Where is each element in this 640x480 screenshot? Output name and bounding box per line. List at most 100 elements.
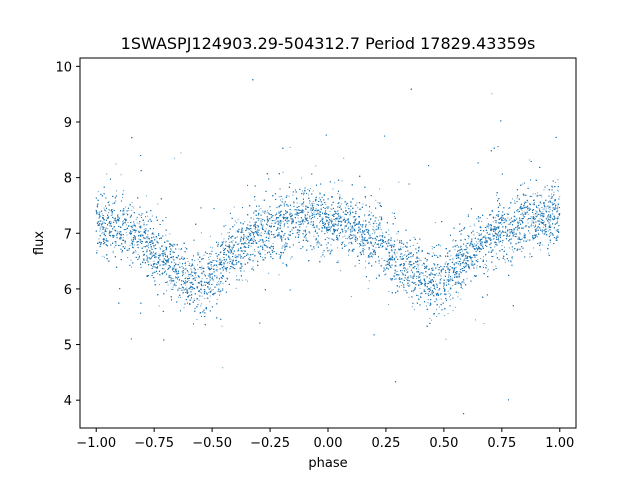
data-point xyxy=(195,274,196,276)
data-point xyxy=(543,208,545,210)
data-point xyxy=(178,248,180,250)
data-point xyxy=(133,241,135,243)
data-point xyxy=(523,201,525,203)
data-point xyxy=(529,159,531,161)
data-point xyxy=(373,250,375,252)
data-point xyxy=(514,216,516,218)
data-point xyxy=(247,243,249,245)
data-point xyxy=(133,207,135,209)
data-point xyxy=(485,239,487,241)
data-point xyxy=(472,261,474,263)
data-point xyxy=(203,254,205,256)
data-point xyxy=(262,226,264,228)
data-point xyxy=(475,319,476,321)
data-point xyxy=(147,243,149,245)
data-point xyxy=(341,216,343,218)
data-point xyxy=(194,271,196,273)
data-point xyxy=(167,284,169,286)
data-point xyxy=(436,273,438,275)
data-point xyxy=(368,280,370,282)
data-point xyxy=(440,298,442,300)
data-point xyxy=(486,218,488,220)
data-point xyxy=(96,212,98,214)
data-point xyxy=(218,280,220,282)
data-point xyxy=(286,204,288,206)
data-point xyxy=(420,280,422,282)
data-point xyxy=(162,273,164,275)
scatter-points xyxy=(95,79,561,415)
data-point xyxy=(533,199,535,201)
data-point xyxy=(216,298,218,300)
data-point xyxy=(550,197,552,199)
data-point xyxy=(444,270,446,272)
data-point xyxy=(112,250,114,252)
data-point xyxy=(137,216,139,218)
data-point xyxy=(416,264,418,266)
data-point xyxy=(269,214,271,216)
data-point xyxy=(179,296,181,298)
data-point xyxy=(470,259,472,261)
data-point xyxy=(137,244,139,246)
data-point xyxy=(264,240,266,242)
data-point xyxy=(320,256,322,258)
data-point xyxy=(318,222,320,224)
data-point xyxy=(272,243,274,245)
data-point xyxy=(315,237,317,239)
data-point xyxy=(112,252,114,254)
data-point xyxy=(134,231,136,233)
data-point xyxy=(209,235,211,237)
data-point xyxy=(290,258,292,260)
data-point xyxy=(228,241,230,243)
data-point xyxy=(538,220,540,222)
data-point xyxy=(310,208,312,210)
data-point xyxy=(414,282,416,283)
data-point xyxy=(430,319,432,321)
data-point xyxy=(552,213,554,215)
data-point xyxy=(484,236,486,238)
data-point xyxy=(537,219,539,221)
data-point xyxy=(371,233,373,235)
data-point xyxy=(171,278,173,280)
data-point xyxy=(331,214,333,216)
data-point xyxy=(488,227,490,229)
data-point xyxy=(245,240,247,242)
data-point xyxy=(108,232,110,234)
data-point xyxy=(166,290,167,292)
data-point xyxy=(209,300,211,302)
data-point xyxy=(113,219,115,221)
data-point xyxy=(231,242,233,244)
data-point xyxy=(202,270,204,272)
data-point xyxy=(103,221,105,223)
data-point xyxy=(557,217,559,219)
data-point xyxy=(525,213,527,215)
data-point xyxy=(221,241,223,243)
data-point xyxy=(243,242,245,244)
data-point xyxy=(236,222,238,224)
data-point xyxy=(122,221,124,223)
data-point xyxy=(181,286,183,288)
data-point xyxy=(200,268,202,270)
data-point xyxy=(209,295,211,297)
data-point xyxy=(432,267,434,269)
data-point xyxy=(100,226,102,228)
data-point xyxy=(517,242,519,244)
data-point xyxy=(544,228,546,230)
data-point xyxy=(546,206,548,208)
data-point xyxy=(130,242,132,244)
data-point xyxy=(341,243,343,245)
data-point xyxy=(143,228,145,230)
data-point xyxy=(535,195,537,197)
data-point xyxy=(486,229,488,231)
data-point xyxy=(135,251,137,253)
data-point xyxy=(404,254,406,256)
data-point xyxy=(440,294,442,296)
data-point xyxy=(387,261,389,263)
data-point xyxy=(521,209,523,211)
data-point xyxy=(325,244,327,246)
data-point xyxy=(217,241,219,243)
data-point xyxy=(517,211,519,213)
data-point xyxy=(396,239,398,241)
data-point xyxy=(283,226,285,228)
data-point xyxy=(226,262,228,264)
data-point xyxy=(476,267,478,269)
